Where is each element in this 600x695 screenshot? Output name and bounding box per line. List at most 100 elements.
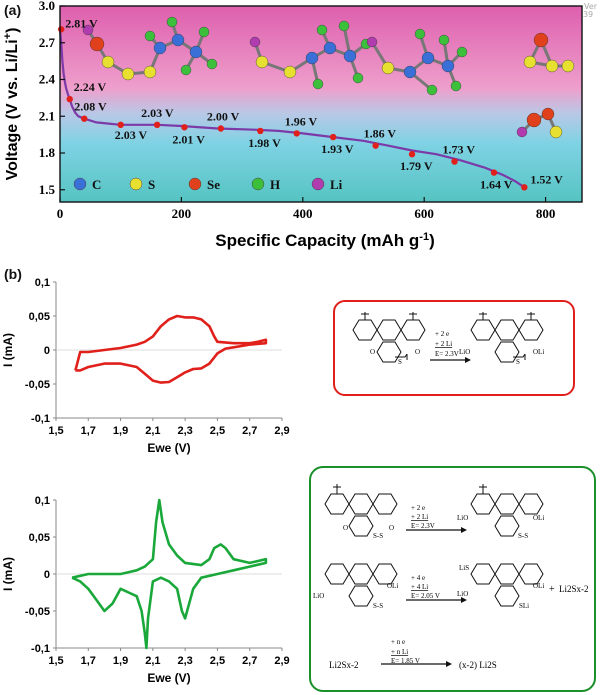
data-label: 1.73 V — [443, 143, 476, 157]
data-point — [81, 115, 88, 122]
oli-label: OLi — [533, 582, 544, 590]
molecule-atom — [101, 55, 115, 69]
panel-a-label: (a) — [4, 2, 22, 18]
data-point — [293, 130, 300, 137]
legend-marker — [188, 177, 202, 191]
lio-label: LiO — [459, 348, 470, 356]
y-tick-label: 1.8 — [39, 145, 56, 160]
data-point — [58, 26, 65, 33]
x-tick-label: 2,1 — [145, 655, 160, 667]
oli-label: OLi — [533, 514, 544, 522]
molecule-atom — [545, 59, 559, 73]
molecule-atom — [312, 78, 324, 90]
row1-potential: E= 2.3V — [411, 522, 435, 530]
molecule-atom — [381, 61, 395, 75]
molecule-atom — [533, 32, 549, 48]
y-tick-label: -0,05 — [25, 606, 50, 618]
discharge-curve — [58, 29, 525, 189]
molecule-atom — [316, 24, 328, 36]
y-tick-label: 2.7 — [39, 35, 56, 50]
legend-label: Se — [207, 177, 220, 192]
cv-curve — [74, 314, 268, 384]
molecule-atom — [549, 125, 563, 139]
y-tick-label: 0,05 — [29, 532, 50, 544]
sulfur-chain-label: S-S — [373, 602, 383, 610]
data-point — [408, 151, 416, 158]
sulfur-label: S — [516, 358, 520, 366]
y-tick-label: -0,1 — [31, 413, 50, 425]
molecule-atom — [403, 65, 417, 79]
legend-marker — [73, 177, 87, 191]
plus-sign: + — [549, 584, 555, 595]
data-point — [257, 127, 264, 135]
molecule-atom — [255, 55, 269, 69]
data-label: 2.00 V — [207, 110, 240, 124]
molecule-atom — [180, 64, 192, 76]
y-axis-sup: + — [2, 33, 14, 39]
row2-lithium: + 4 Li — [411, 583, 428, 591]
molecule-atom — [198, 26, 210, 38]
y-tick-label: 0,1 — [35, 277, 50, 289]
molecule-atom — [166, 16, 178, 28]
x-tick-label: 600 — [414, 206, 434, 221]
x-tick-label: 2,9 — [274, 655, 289, 667]
x-tick-label: 1,7 — [81, 425, 96, 437]
cv-chart-bottom: 0,1 0,05 0 -0,05 -0,11,5 1,7 1,9 2,1 2,3 2,5 2,7 2,… — [1, 495, 290, 685]
molecule-atom — [144, 30, 156, 42]
x-axis-sup: -1 — [419, 231, 429, 243]
plot-frame — [59, 5, 583, 203]
molecule-atom — [541, 107, 555, 121]
data-point — [217, 125, 225, 132]
data-label: 2.01 V — [172, 132, 205, 146]
x-axis-text: Specific Capacity (mAh g — [215, 231, 419, 250]
lio-label: LiO — [457, 590, 468, 598]
data-label: 2.08 V — [74, 100, 107, 114]
x-tick-label: 2,7 — [242, 425, 257, 437]
molecule-illustrations — [82, 16, 575, 139]
row1-electrons: + 2 e — [411, 504, 425, 512]
x-tick-label: 1,7 — [81, 655, 96, 667]
row3-lithium: + n Li — [391, 648, 408, 656]
data-point — [66, 95, 73, 103]
x-tick-label: 2,3 — [177, 655, 192, 667]
molecule-atom — [523, 55, 537, 69]
molecule-atom — [456, 46, 468, 58]
molecule-atom — [426, 84, 438, 96]
molecule-atom — [89, 36, 105, 52]
li2sx2-reactant: Li2Sx-2 — [329, 660, 359, 670]
molecule-atom — [516, 126, 528, 138]
data-label: 1.96 V — [285, 114, 318, 128]
li2s-product: (x-2) Li2S — [459, 660, 497, 670]
data-label: 1.98 V — [248, 136, 281, 150]
cv-chart-top: 0,1 0,05 0 -0,05 -0,11,5 1,7 1,9 2,1 2,3 2,5 2,7 2,… — [1, 277, 290, 455]
y-tick-label: -0,1 — [31, 643, 50, 655]
molecule-atom — [352, 72, 364, 84]
data-point — [451, 158, 458, 165]
y-tick-label: 0 — [44, 569, 50, 581]
lis-label: LiS — [459, 564, 469, 572]
data-label: 2.03 V — [115, 128, 148, 142]
molecule-atom — [421, 51, 435, 65]
x-tick-label: 1,9 — [113, 655, 128, 667]
oli-label: OLi — [533, 348, 544, 356]
element-legend: C S Se H Li — [73, 177, 343, 192]
molecule-atom — [338, 20, 350, 32]
data-label: 1.52 V — [530, 172, 563, 186]
panel-b-label: (b) — [4, 266, 22, 282]
x-axis-label: Specific Capacity (mAh g-1) — [215, 231, 435, 250]
data-point — [181, 124, 188, 131]
plot-background — [60, 6, 582, 202]
x-tick-label: 2,3 — [177, 425, 192, 437]
y-tick-label: 0,1 — [35, 495, 50, 507]
row3-electrons: + n e — [391, 638, 405, 646]
li2sx2-product: Li2Sx-2 — [559, 584, 589, 594]
y-tick-label: 1.5 — [39, 182, 56, 197]
oxygen-label: O — [370, 348, 375, 356]
sli-label: SLi — [519, 602, 529, 610]
molecule-atom — [323, 41, 337, 55]
molecule-atom — [153, 41, 167, 55]
y-axis-label: I (mA) — [1, 333, 15, 367]
y-axis-end: ) — [4, 28, 21, 33]
molecule-atom — [343, 49, 357, 63]
oxygen-label: O — [415, 348, 420, 356]
